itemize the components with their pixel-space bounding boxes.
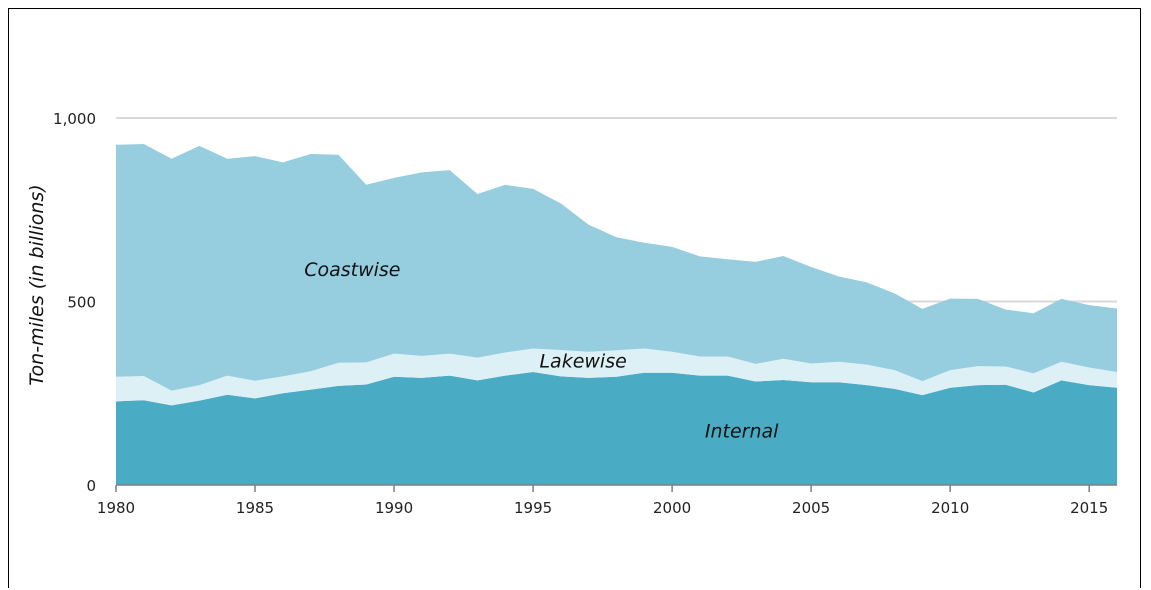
x-tick-label-1985: 1985 bbox=[236, 499, 274, 517]
area-coastwise bbox=[116, 144, 1117, 391]
x-tick-label-2000: 2000 bbox=[653, 499, 691, 517]
area-internal bbox=[116, 371, 1117, 485]
x-tick-label-1990: 1990 bbox=[375, 499, 413, 517]
chart-frame bbox=[8, 8, 1141, 588]
y-axis-label: Ton-miles (in billions) bbox=[26, 184, 48, 385]
series-label-internal: Internal bbox=[705, 420, 779, 442]
series-label-lakewise: Lakewise bbox=[539, 351, 626, 373]
series-label-coastwise: Coastwise bbox=[304, 259, 400, 281]
axes: 1980 1985 1990 1995 2000 2005 2010 2015 0 500 1,00… bbox=[53, 110, 1117, 517]
y-tick-label-1000: 1,000 bbox=[53, 110, 96, 128]
y-tick-label-500: 500 bbox=[67, 294, 96, 312]
y-tick-label-0: 0 bbox=[86, 477, 96, 495]
area-series bbox=[116, 144, 1117, 485]
area-lakewise bbox=[116, 348, 1117, 406]
x-tick-label-1980: 1980 bbox=[97, 499, 135, 517]
labels: Internal Lakewise Coastwise bbox=[304, 259, 779, 442]
x-tick-label-2015: 2015 bbox=[1070, 499, 1108, 517]
x-tick-label-1995: 1995 bbox=[514, 499, 552, 517]
x-tick-label-2005: 2005 bbox=[792, 499, 830, 517]
x-tick-label-2010: 2010 bbox=[931, 499, 969, 517]
